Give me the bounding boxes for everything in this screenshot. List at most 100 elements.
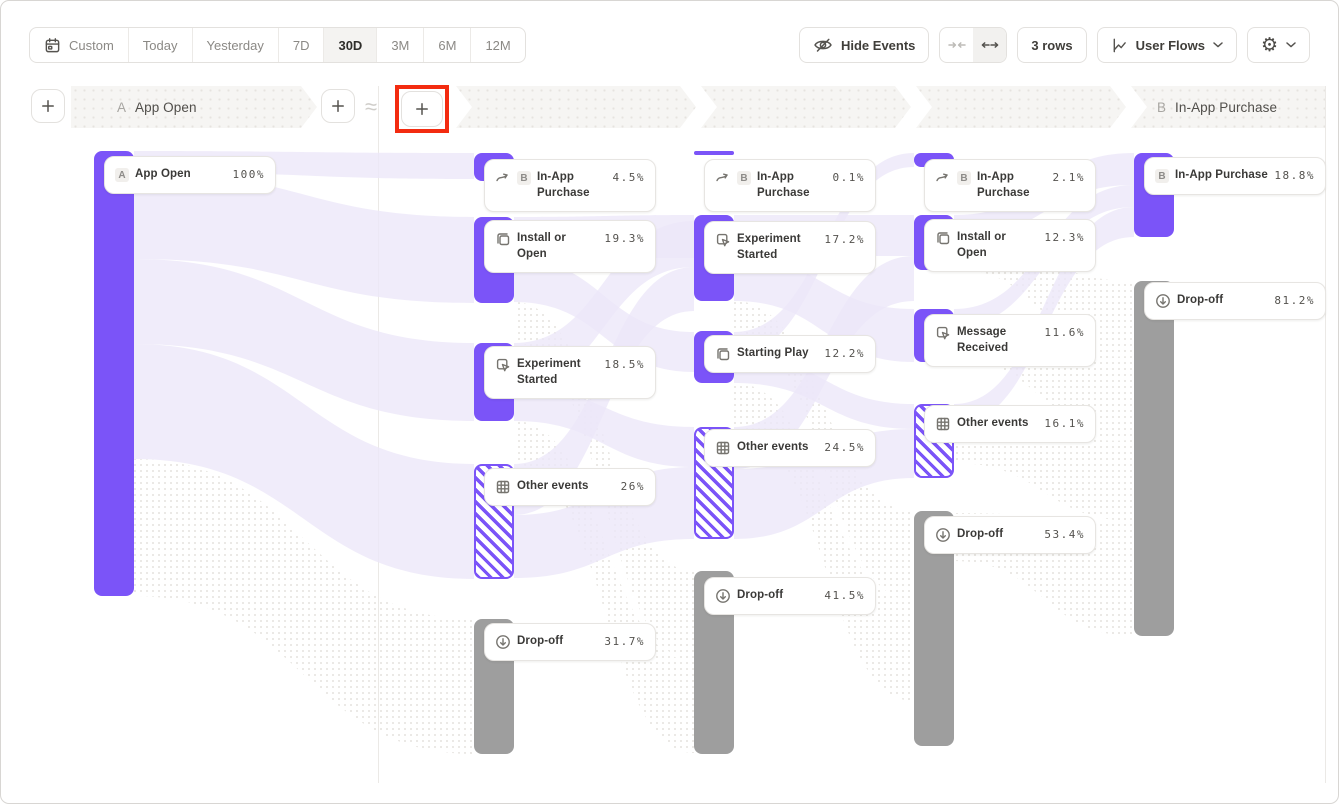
dropoff-icon [715, 588, 731, 604]
flow-node-card-install-or-open[interactable]: Install or Open 12.3% [924, 219, 1096, 273]
date-range-6m[interactable]: 6M [424, 28, 472, 62]
event-percentage: 17.2% [824, 233, 865, 246]
event-label: Other events [957, 417, 1029, 429]
flow-node-card-experiment-started[interactable]: Experiment Started 18.5% [484, 346, 656, 400]
overlap-squares-icon [495, 231, 511, 247]
date-range-30d[interactable]: 30D [324, 28, 378, 62]
step-chevron-3[interactable] [701, 86, 911, 128]
canvas-right-border [1325, 86, 1326, 783]
event-label: Drop-off [957, 528, 1004, 540]
plus-icon [40, 98, 56, 114]
annotation-highlight-box [395, 85, 449, 133]
event-label: Other events [517, 480, 589, 492]
date-range-7d[interactable]: 7D [279, 28, 325, 62]
chevron-down-icon [1213, 42, 1223, 48]
event-percentage: 16.1% [1044, 417, 1085, 430]
date-range-yesterday[interactable]: Yesterday [193, 28, 279, 62]
spacing-toggle-group [939, 27, 1008, 63]
flow-node-card-drop-off[interactable]: Drop-off 53.4% [924, 516, 1096, 554]
overlap-squares-icon [935, 230, 951, 246]
expand-arrows-icon [981, 42, 999, 48]
toolbar-right: Hide Events 3 rows User Flows ⚙ [798, 27, 1310, 63]
flow-node-card-drop-off[interactable]: Drop-off 31.7% [484, 623, 656, 661]
event-label: In-App Purchase [1175, 169, 1268, 181]
event-percentage: 26% [620, 480, 645, 493]
cursor-click-icon [715, 232, 731, 248]
flow-node-card-other-events[interactable]: Other events 16.1% [924, 405, 1096, 443]
event-label: Drop-off [517, 635, 564, 647]
step-chevron-4[interactable] [916, 86, 1126, 128]
flow-node-card-in-app-purchase[interactable]: B In-App Purchase 18.8% [1144, 157, 1326, 195]
event-letter-badge: A [115, 168, 129, 182]
event-percentage: 4.5% [612, 171, 645, 184]
trend-arrow-icon [935, 170, 951, 186]
date-range-label: 12M [485, 37, 511, 53]
add-step-button-3[interactable] [401, 91, 443, 127]
event-percentage: 12.2% [824, 347, 865, 360]
date-range-today[interactable]: Today [129, 28, 193, 62]
step-label: App Open [135, 99, 197, 115]
event-label: Starting Play [737, 347, 809, 359]
step-chevron-2[interactable] [456, 86, 696, 128]
hide-events-label: Hide Events [840, 37, 916, 53]
compress-columns-button[interactable] [940, 28, 973, 62]
hide-events-button[interactable]: Hide Events [798, 27, 930, 63]
event-label: Experiment Started [517, 358, 581, 386]
step-letter-badge: A [117, 99, 127, 115]
view-selector-label: User Flows [1135, 37, 1205, 53]
flows-chart-icon [1111, 37, 1128, 54]
step-chevron-5[interactable]: B In-App Purchase [1131, 86, 1325, 128]
date-range-3m[interactable]: 3M [377, 28, 425, 62]
event-letter-badge: B [737, 171, 751, 185]
add-step-button-1[interactable] [31, 89, 65, 123]
event-label: Other events [737, 441, 809, 453]
event-percentage: 24.5% [824, 441, 865, 454]
grid-icon [495, 479, 511, 495]
flow-node-card-experiment-started[interactable]: Experiment Started 17.2% [704, 221, 876, 275]
event-percentage: 41.5% [824, 589, 865, 602]
flow-node-card-drop-off[interactable]: Drop-off 81.2% [1144, 282, 1326, 320]
flow-bar-in-app-purchase[interactable] [694, 151, 734, 155]
flow-node-card-in-app-purchase[interactable]: B In-App Purchase 4.5% [484, 159, 656, 213]
date-range-label: 7D [292, 37, 310, 53]
flow-node-card-drop-off[interactable]: Drop-off 41.5% [704, 577, 876, 615]
settings-button[interactable]: ⚙ [1246, 27, 1310, 63]
date-range-label: Today [142, 37, 178, 53]
event-percentage: 0.1% [832, 171, 865, 184]
step-chevron-1[interactable]: A App Open [71, 86, 317, 128]
event-label: App Open [135, 168, 191, 180]
flow-node-card-message-received[interactable]: Message Received 11.6% [924, 314, 1096, 368]
event-label: Drop-off [1177, 294, 1224, 306]
date-range-label: Custom [69, 37, 114, 53]
flow-bar-drop-off[interactable] [1134, 281, 1174, 636]
flow-node-card-in-app-purchase[interactable]: B In-App Purchase 0.1% [704, 159, 876, 213]
event-letter-badge: B [957, 171, 971, 185]
expand-columns-button[interactable] [973, 28, 1007, 62]
event-percentage: 81.2% [1274, 294, 1315, 307]
toolbar: Custom Today Yesterday 7D 30D 3M 6M 12M Hide Ev… [29, 27, 1310, 63]
event-label: In-App Purchase [537, 171, 590, 199]
event-percentage: 18.8% [1274, 169, 1315, 182]
event-percentage: 100% [232, 168, 265, 181]
grid-icon [715, 440, 731, 456]
flow-node-card-other-events[interactable]: Other events 24.5% [704, 429, 876, 467]
step-label: In-App Purchase [1175, 99, 1278, 115]
flow-node-card-install-or-open[interactable]: Install or Open 19.3% [484, 220, 656, 274]
view-selector-button[interactable]: User Flows [1096, 27, 1237, 63]
cursor-click-icon [935, 325, 951, 341]
add-step-button-2[interactable] [321, 89, 355, 123]
event-label: Install or Open [517, 232, 566, 260]
rows-count-button[interactable]: 3 rows [1017, 27, 1087, 63]
date-range-12m[interactable]: 12M [471, 28, 524, 62]
date-range-custom[interactable]: Custom [30, 28, 129, 62]
flow-node-card-in-app-purchase[interactable]: B In-App Purchase 2.1% [924, 159, 1096, 213]
event-percentage: 12.3% [1044, 231, 1085, 244]
flow-node-card-other-events[interactable]: Other events 26% [484, 468, 656, 506]
flow-node-card-starting-play[interactable]: Starting Play 12.2% [704, 335, 876, 373]
event-percentage: 2.1% [1052, 171, 1085, 184]
flow-node-card-app-open[interactable]: A App Open 100% [104, 156, 276, 194]
flow-bar-app-open[interactable] [94, 151, 134, 596]
gear-icon: ⚙ [1260, 33, 1278, 56]
date-range-group: Custom Today Yesterday 7D 30D 3M 6M 12M [29, 27, 526, 63]
